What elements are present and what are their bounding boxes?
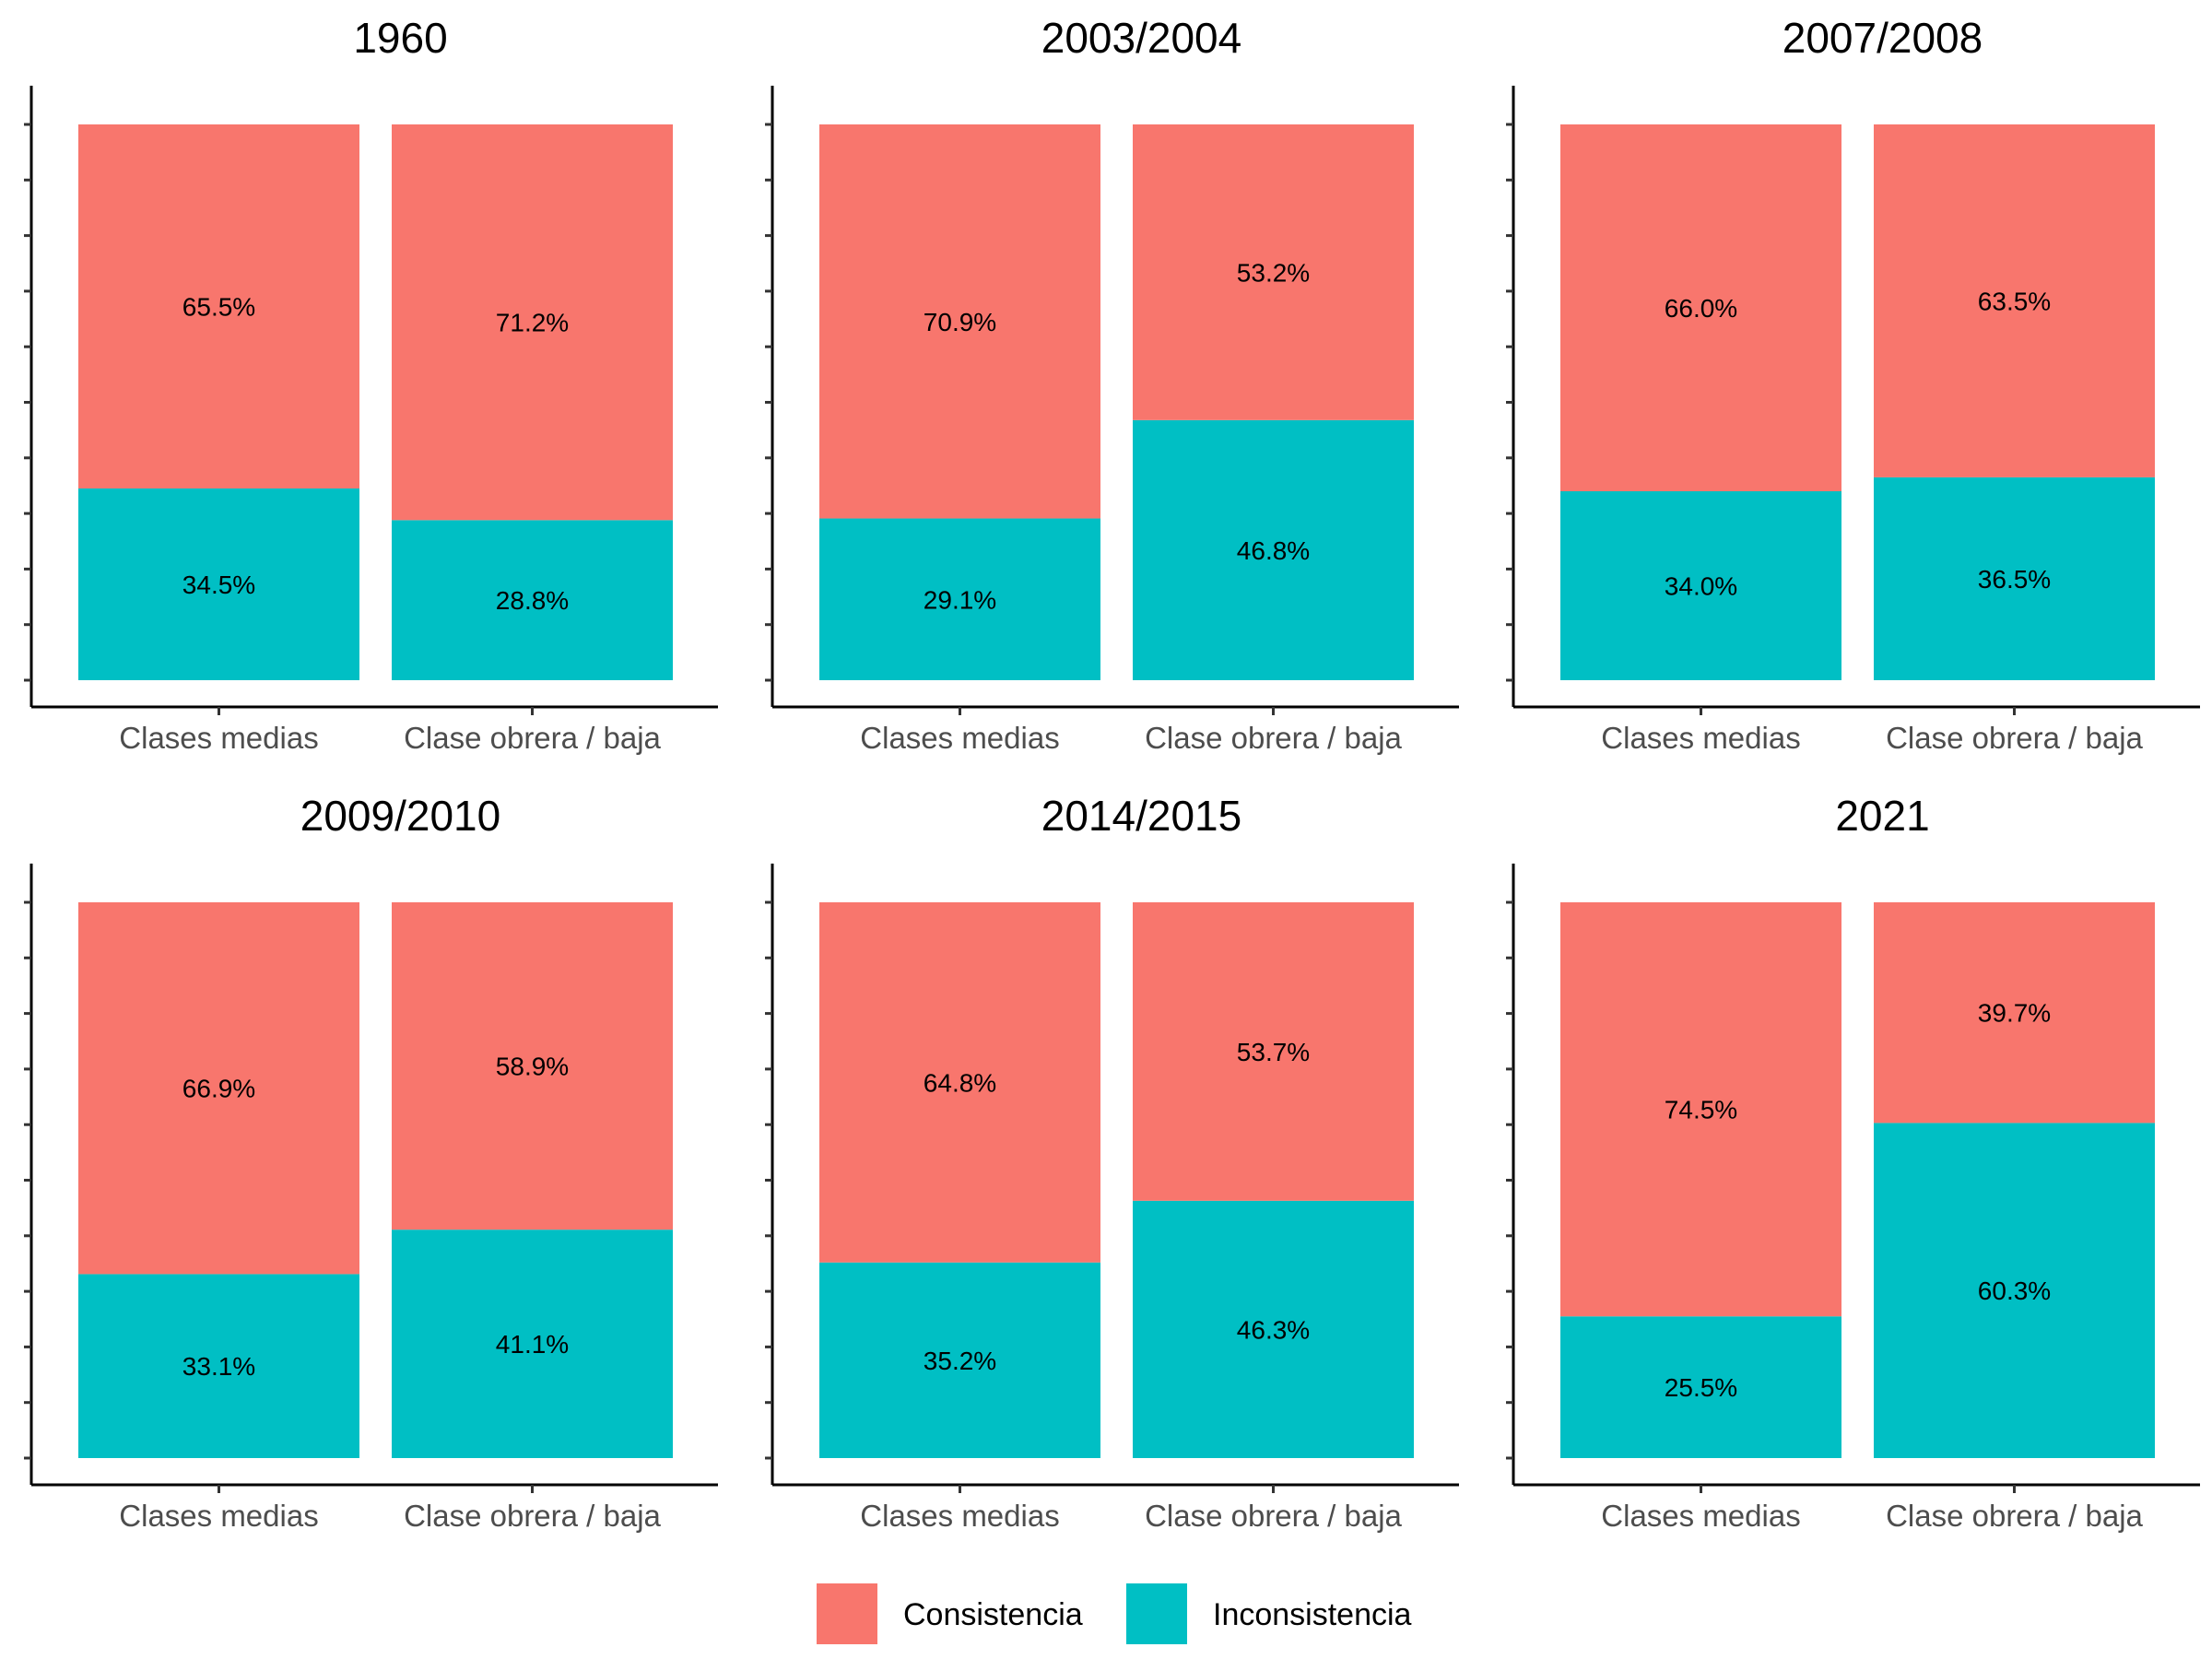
x-tick-label: Clases medias [1601, 1499, 1800, 1533]
panel-title: 2021 [1835, 792, 1929, 840]
data-label: 25.5% [1665, 1373, 1737, 1402]
panel-2: 2003/2004 29.1% 70.9% 46.8% 53.2% Clases medi… [765, 14, 1459, 755]
bar-consistencia-1 [78, 902, 359, 1275]
data-label: 66.0% [1665, 294, 1737, 323]
panel-title: 2009/2010 [300, 792, 500, 840]
panel-title: 2014/2015 [1041, 792, 1241, 840]
data-label: 29.1% [924, 585, 996, 614]
x-tick-label: Clase obrera / baja [1145, 721, 1402, 755]
data-label: 39.7% [1978, 999, 2051, 1028]
data-label: 53.7% [1237, 1038, 1310, 1066]
data-label: 71.2% [496, 309, 569, 337]
x-tick-label: Clase obrera / baja [404, 721, 661, 755]
data-label: 65.5% [182, 292, 255, 321]
data-label: 35.2% [924, 1347, 996, 1375]
data-label: 46.8% [1237, 536, 1310, 565]
panel-1: 1960 34.5% 65.5% 28.8% 71.2% Clases medias Cla… [24, 14, 718, 755]
data-label: 34.5% [182, 571, 255, 599]
panel-5: 2014/2015 35.2% 64.8% 46.3% 53.7% Clases medi… [765, 792, 1459, 1533]
bar-inconsistencia-2 [1874, 477, 2155, 680]
bar-inconsistencia-1 [78, 488, 359, 680]
bar-consistencia-1 [819, 124, 1100, 519]
data-label: 70.9% [924, 308, 996, 336]
bar-inconsistencia-1 [1560, 490, 1841, 680]
bar-consistencia-2 [1133, 124, 1414, 420]
x-tick-label: Clase obrera / baja [1145, 1499, 1402, 1533]
bar-consistencia-1 [819, 902, 1100, 1263]
panel-title: 1960 [353, 14, 447, 62]
legend-label-consistencia: Consistencia [903, 1597, 1083, 1632]
x-tick-label: Clase obrera / baja [1886, 721, 2143, 755]
bar-inconsistencia-2 [392, 520, 673, 680]
legend-key-consistencia [817, 1583, 877, 1644]
data-label: 41.1% [496, 1330, 569, 1359]
bar-inconsistencia-1 [78, 1274, 359, 1458]
x-tick-label: Clase obrera / baja [404, 1499, 661, 1533]
panel-6: 2021 25.5% 74.5% 60.3% 39.7% Clases medias Cla… [1506, 792, 2200, 1533]
panel-title: 2003/2004 [1041, 14, 1241, 62]
bar-consistencia-2 [1133, 902, 1414, 1201]
data-label: 53.2% [1237, 258, 1310, 287]
bar-consistencia-2 [392, 902, 673, 1230]
bar-inconsistencia-2 [1133, 419, 1414, 680]
bar-inconsistencia-2 [1874, 1123, 2155, 1458]
legend-label-inconsistencia: Inconsistencia [1213, 1597, 1412, 1632]
bar-inconsistencia-1 [1560, 1316, 1841, 1458]
bar-consistencia-1 [78, 124, 359, 488]
panel-title: 2007/2008 [1783, 14, 1983, 62]
x-tick-label: Clases medias [860, 721, 1059, 755]
data-label: 34.0% [1665, 571, 1737, 600]
x-tick-label: Clases medias [1601, 721, 1800, 755]
bar-consistencia-2 [1874, 902, 2155, 1124]
data-label: 63.5% [1978, 287, 2051, 315]
bar-consistencia-1 [1560, 902, 1841, 1317]
bar-consistencia-1 [1560, 124, 1841, 491]
data-label: 66.9% [182, 1075, 255, 1103]
x-tick-label: Clases medias [119, 721, 318, 755]
bar-inconsistencia-2 [392, 1230, 673, 1458]
data-label: 33.1% [182, 1352, 255, 1381]
data-label: 28.8% [496, 586, 569, 615]
data-label: 58.9% [496, 1053, 569, 1081]
bar-consistencia-2 [392, 124, 673, 521]
bar-inconsistencia-1 [819, 518, 1100, 680]
chart-panels: 1960 34.5% 65.5% 28.8% 71.2% Clases medias Cla… [24, 14, 2200, 1533]
panel-3: 2007/2008 34.0% 66.0% 36.5% 63.5% Clases medi… [1506, 14, 2200, 755]
data-label: 36.5% [1978, 565, 2051, 594]
bar-consistencia-2 [1874, 124, 2155, 477]
legend: Consistencia Inconsistencia [817, 1583, 1412, 1644]
panel-4: 2009/2010 33.1% 66.9% 41.1% 58.9% Clases medi… [24, 792, 718, 1533]
data-label: 74.5% [1665, 1096, 1737, 1124]
data-label: 60.3% [1978, 1277, 2051, 1305]
data-label: 64.8% [924, 1068, 996, 1097]
bar-inconsistencia-1 [819, 1262, 1100, 1458]
x-tick-label: Clases medias [119, 1499, 318, 1533]
x-tick-label: Clase obrera / baja [1886, 1499, 2143, 1533]
data-label: 46.3% [1237, 1315, 1310, 1344]
legend-key-inconsistencia [1126, 1583, 1187, 1644]
x-tick-label: Clases medias [860, 1499, 1059, 1533]
bar-inconsistencia-2 [1133, 1200, 1414, 1458]
